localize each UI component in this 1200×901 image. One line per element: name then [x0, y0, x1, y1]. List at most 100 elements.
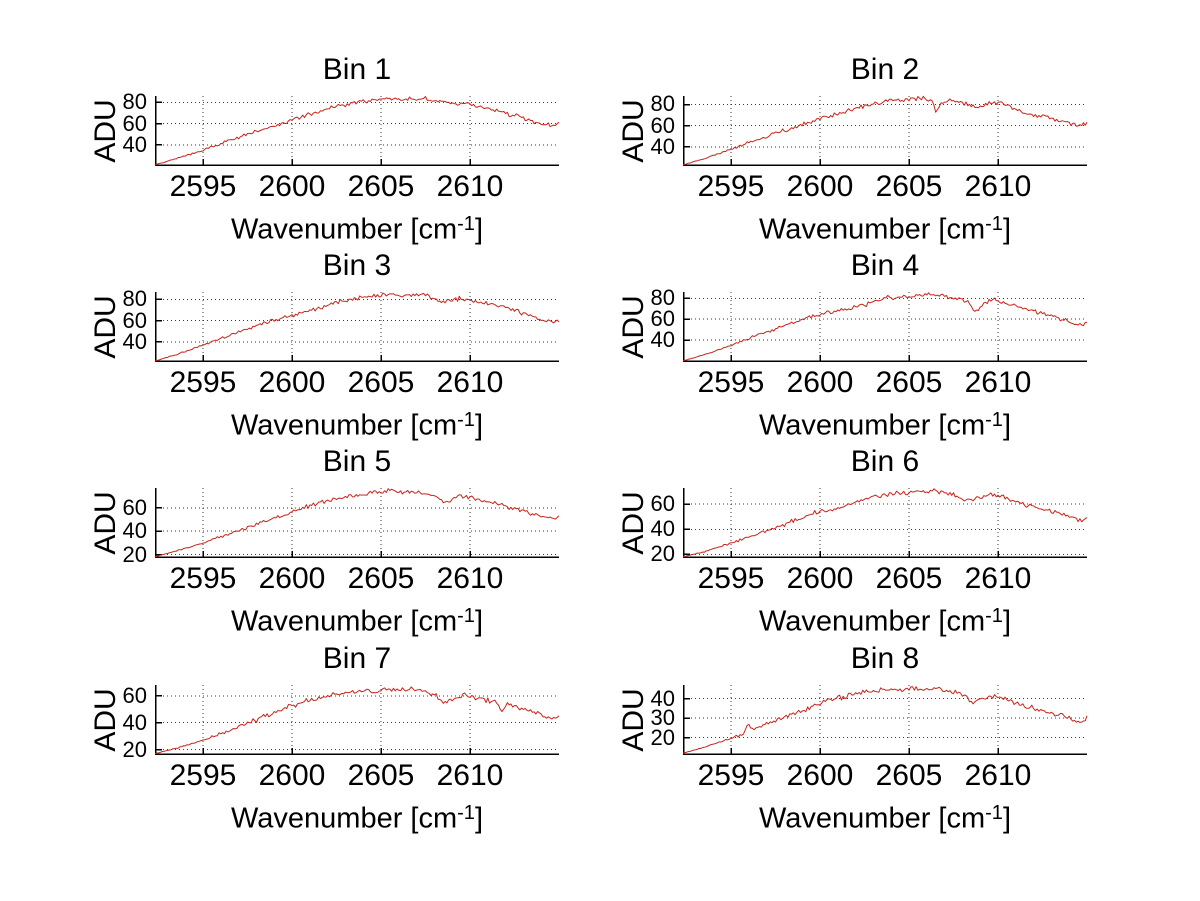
x-tick-label: 2595 [169, 562, 237, 595]
x-tick-label: 2605 [875, 759, 943, 792]
x-axis-label-superscript: -1 [985, 213, 1003, 235]
x-tick-label: 2595 [697, 759, 765, 792]
x-tick-label: 2610 [436, 562, 504, 595]
x-tick-label: 2605 [875, 170, 943, 203]
x-tick-label: 2595 [169, 759, 237, 792]
x-tick-label: 2605 [875, 562, 943, 595]
x-axis-label: Wavenumber [cm-1] [663, 795, 1107, 835]
data-line [682, 488, 1088, 558]
y-tick-label: 40 [650, 134, 675, 159]
x-tick-label: 2605 [875, 366, 943, 399]
x-tick-label: 2610 [964, 562, 1032, 595]
plot-area [154, 292, 560, 362]
x-axis-label: Wavenumber [cm-1] [663, 206, 1107, 246]
y-tick-label: 80 [650, 91, 675, 116]
x-axis-label-text: Wavenumber [cm [758, 409, 986, 442]
plot-area [154, 96, 560, 166]
plot-title: Bin 7 [322, 642, 392, 675]
x-axis-label-bracket: ] [1002, 213, 1011, 246]
y-tick-label: 40 [122, 710, 147, 735]
x-axis-label-superscript: -1 [985, 802, 1003, 824]
plot-area [682, 685, 1088, 755]
subplot-bin-3: Bin 3 ADU 40 60 80 2595 2600 2605 2610 Wavenu… [89, 250, 560, 442]
x-tick-label: 2610 [436, 170, 504, 203]
data-line [154, 488, 560, 558]
x-tick-label: 2605 [347, 170, 415, 203]
x-tick-label: 2595 [697, 366, 765, 399]
x-axis-label-superscript: -1 [457, 605, 475, 627]
plot-area [682, 95, 1088, 166]
plot-area [154, 685, 560, 755]
y-tick-label: 20 [650, 541, 675, 566]
x-axis-label-text: Wavenumber [cm [758, 802, 986, 835]
y-tick-label: 80 [122, 89, 147, 114]
x-axis-label-text: Wavenumber [cm [758, 605, 986, 638]
y-tick-label: 60 [650, 113, 675, 138]
data-line [154, 96, 560, 166]
subplot-bin-7: Bin 7 ADU 20 40 60 2595 2600 2605 2610 Wavenu… [89, 643, 560, 835]
x-tick-label: 2600 [258, 562, 326, 595]
data-line [154, 292, 560, 362]
x-tick-label: 2610 [436, 759, 504, 792]
data-line [682, 292, 1088, 362]
x-tick-label: 2605 [347, 759, 415, 792]
x-tick-label: 2600 [258, 170, 326, 203]
x-axis-label-bracket: ] [474, 213, 483, 246]
x-axis-label-superscript: -1 [985, 605, 1003, 627]
subplot-bin-4: Bin 4 ADU 40 60 80 2595 2600 2605 2610 Wavenu… [617, 250, 1088, 442]
x-axis-label-text: Wavenumber [cm [230, 213, 458, 246]
plot-title: Bin 2 [850, 53, 920, 86]
plot-title: Bin 8 [850, 642, 920, 675]
y-tick-label: 40 [122, 329, 147, 354]
y-tick-label: 60 [122, 308, 147, 333]
x-axis-label: Wavenumber [cm-1] [135, 402, 579, 442]
y-tick-label: 60 [122, 111, 147, 136]
x-tick-label: 2600 [786, 170, 854, 203]
subplot-bin-5: Bin 5 ADU 20 40 60 2595 2600 2605 2610 Wavenu… [89, 446, 560, 638]
y-tick-label: 20 [650, 725, 675, 750]
y-tick-label: 40 [122, 518, 147, 543]
y-tick-label: 60 [650, 306, 675, 331]
plot-area [682, 488, 1088, 558]
x-tick-label: 2610 [436, 366, 504, 399]
x-axis-label-text: Wavenumber [cm [230, 409, 458, 442]
x-tick-label: 2600 [258, 759, 326, 792]
data-line [154, 686, 560, 755]
x-axis-label: Wavenumber [cm-1] [135, 795, 579, 835]
x-tick-label: 2605 [347, 366, 415, 399]
y-tick-label: 60 [122, 683, 147, 708]
x-axis-label-text: Wavenumber [cm [230, 605, 458, 638]
plot-area [682, 292, 1088, 362]
x-axis-label-superscript: -1 [457, 802, 475, 824]
x-tick-label: 2595 [697, 170, 765, 203]
x-axis-label-bracket: ] [474, 802, 483, 835]
x-axis-label-bracket: ] [474, 409, 483, 442]
x-tick-label: 2610 [964, 759, 1032, 792]
x-axis-label-superscript: -1 [457, 409, 475, 431]
x-axis-label-bracket: ] [1002, 605, 1011, 638]
x-tick-label: 2605 [347, 562, 415, 595]
plot-title: Bin 3 [322, 249, 392, 282]
y-tick-label: 60 [650, 491, 675, 516]
x-axis-label: Wavenumber [cm-1] [663, 402, 1107, 442]
x-tick-label: 2600 [786, 366, 854, 399]
y-tick-label: 40 [122, 132, 147, 157]
x-axis-label-superscript: -1 [985, 409, 1003, 431]
plot-title: Bin 6 [850, 445, 920, 478]
subplot-bin-2: Bin 2 ADU 40 60 80 2595 2600 2605 2610 Wavenu… [617, 54, 1088, 246]
plot-title: Bin 5 [322, 445, 392, 478]
x-axis-label-text: Wavenumber [cm [758, 213, 986, 246]
x-tick-label: 2595 [697, 562, 765, 595]
x-axis-label-text: Wavenumber [cm [230, 802, 458, 835]
x-tick-label: 2610 [964, 366, 1032, 399]
x-axis-label: Wavenumber [cm-1] [135, 598, 579, 638]
subplot-bin-6: Bin 6 ADU 20 40 60 2595 2600 2605 2610 Wavenu… [617, 446, 1088, 638]
y-tick-label: 40 [650, 516, 675, 541]
x-tick-label: 2600 [786, 759, 854, 792]
plot-title: Bin 4 [850, 249, 920, 282]
y-tick-label: 60 [122, 495, 147, 520]
data-line [682, 95, 1088, 166]
data-line [682, 686, 1088, 754]
x-axis-label-bracket: ] [1002, 802, 1011, 835]
